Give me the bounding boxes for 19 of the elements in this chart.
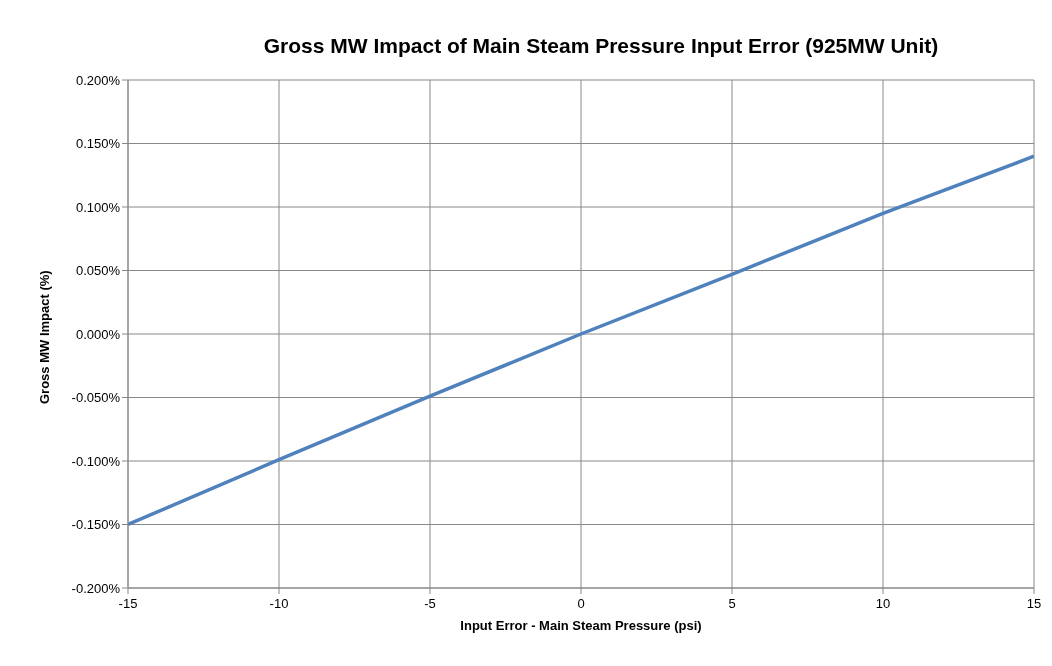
y-tick-label: -0.200% xyxy=(71,580,121,596)
y-tick-label: 0.050% xyxy=(75,263,121,279)
x-tick-label: 0 xyxy=(577,596,585,611)
y-axis-title: Gross MW Impact (%) xyxy=(36,270,52,404)
y-tick-label: 0.000% xyxy=(75,326,121,342)
x-tick-label: -5 xyxy=(424,596,436,611)
y-tick-label: -0.100% xyxy=(71,453,121,469)
y-tick-label: -0.150% xyxy=(71,517,121,533)
chart-title: Gross MW Impact of Main Steam Pressure Input Error (925MW Unit) xyxy=(262,33,940,59)
x-tick-label: -15 xyxy=(118,596,138,611)
y-tick-label: 0.200% xyxy=(75,72,121,88)
y-tick-label: -0.050% xyxy=(71,390,121,406)
x-tick-label: 10 xyxy=(875,596,891,611)
x-tick-label: 15 xyxy=(1026,596,1042,611)
y-tick-label: 0.100% xyxy=(75,199,121,215)
y-tick-label: 0.150% xyxy=(75,136,121,152)
x-tick-label: -10 xyxy=(269,596,289,611)
x-tick-label: 5 xyxy=(728,596,736,611)
x-axis-title: Input Error - Main Steam Pressure (psi) xyxy=(460,618,702,633)
